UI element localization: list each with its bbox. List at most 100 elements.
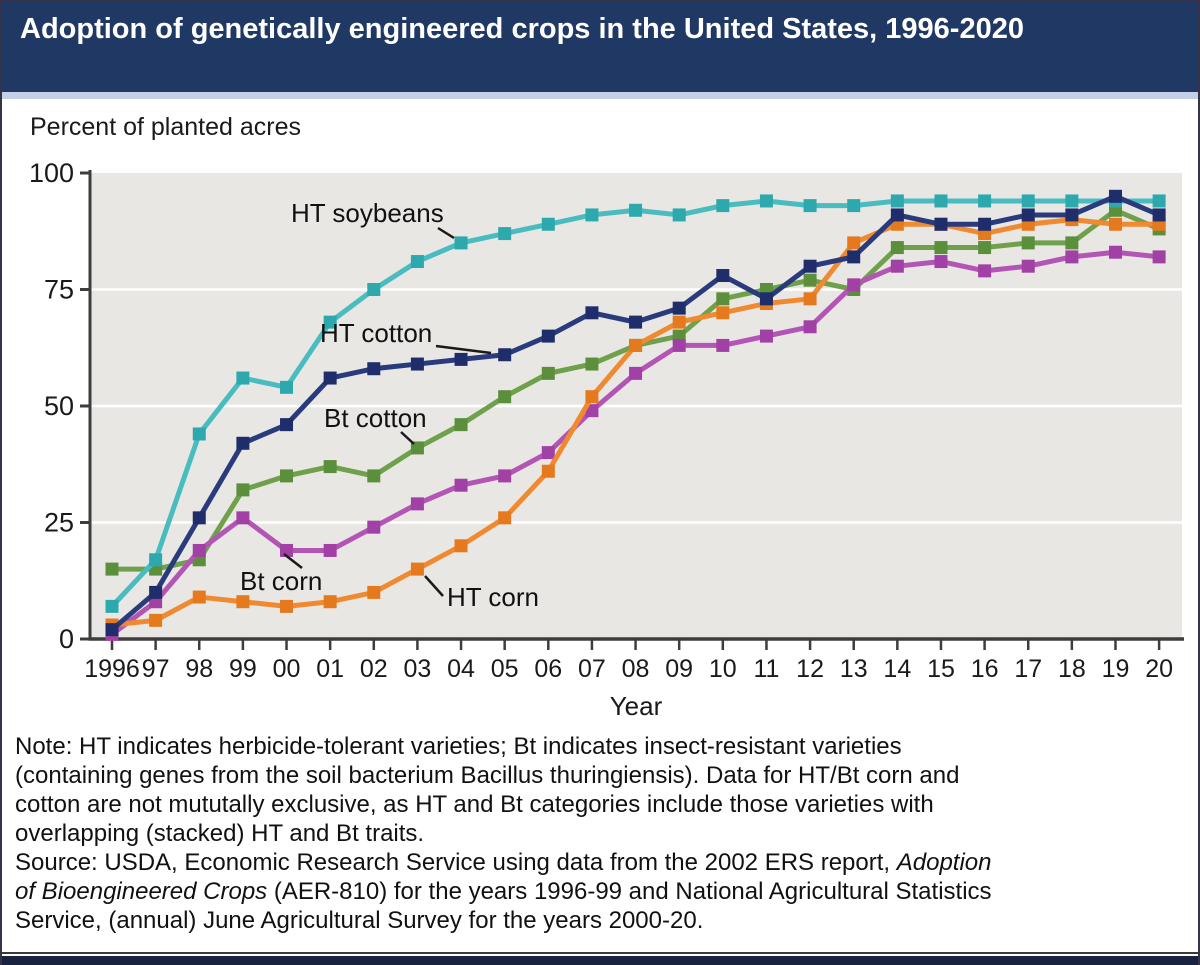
data-point-bt-corn (367, 520, 381, 534)
data-point-bt-cotton (934, 241, 948, 255)
x-tick-label: 11 (753, 655, 779, 683)
data-point-ht-cotton (1021, 208, 1035, 222)
series-label: HT cotton (320, 318, 432, 348)
label-leader-line (283, 553, 303, 569)
note-line: cotton are not mututally exclusive, as H… (15, 791, 934, 818)
series-label: Bt cotton (324, 403, 427, 433)
x-tick-label: 99 (229, 655, 257, 683)
x-tick-label: 16 (971, 655, 999, 683)
data-point-ht-corn (847, 236, 861, 250)
data-point-bt-cotton (498, 390, 512, 404)
series-label-bt-cotton: Bt cotton (324, 403, 427, 445)
x-tick-label: 15 (927, 655, 955, 683)
data-point-bt-cotton (105, 562, 119, 576)
data-point-bt-cotton (1021, 236, 1035, 250)
data-point-ht-cotton (367, 362, 381, 376)
data-point-bt-corn (323, 543, 337, 557)
source-segment: Service, (annual) June Agricultural Surv… (15, 907, 704, 934)
x-tick-label: 12 (796, 655, 824, 683)
data-point-ht-soybeans (803, 199, 817, 213)
data-point-ht-cotton (803, 259, 817, 273)
data-point-ht-corn (192, 590, 206, 604)
source-line: Service, (annual) June Agricultural Surv… (15, 906, 1185, 935)
data-point-ht-corn (367, 585, 381, 599)
data-point-ht-cotton (280, 418, 294, 432)
data-point-bt-cotton (1065, 236, 1079, 250)
data-point-ht-soybeans (367, 283, 381, 296)
series-label: Bt corn (240, 566, 322, 596)
data-point-bt-corn (498, 469, 512, 483)
label-leader-line (424, 575, 444, 597)
data-point-ht-soybeans (716, 199, 730, 213)
y-axis: 0 25 50 75 100 (29, 158, 92, 654)
series-ht-cotton (105, 189, 1166, 637)
data-point-ht-soybeans (978, 194, 992, 208)
data-point-ht-corn (541, 464, 555, 478)
data-point-ht-corn (672, 315, 686, 329)
label-leader-line (437, 226, 455, 240)
data-point-bt-corn (585, 404, 599, 418)
data-point-ht-cotton (716, 269, 730, 283)
source-segment: Source: USDA, Economic Research Service … (15, 849, 897, 876)
label-leader-line (435, 344, 492, 355)
note-line: overlapping (stacked) HT and Bt traits. (15, 820, 425, 847)
data-point-bt-cotton (890, 241, 904, 255)
data-point-ht-cotton (1152, 208, 1166, 222)
x-tick-label: 17 (1014, 655, 1042, 683)
data-point-ht-cotton (498, 348, 512, 362)
data-point-bt-cotton (541, 366, 555, 380)
y-tick-label: 75 (44, 275, 74, 305)
data-point-ht-soybeans (890, 194, 904, 208)
data-point-bt-cotton (323, 460, 337, 474)
data-point-bt-corn (1065, 250, 1079, 264)
x-tick-label: 06 (534, 655, 562, 683)
data-point-bt-cotton (236, 483, 250, 497)
data-point-ht-soybeans (759, 194, 773, 208)
data-point-ht-cotton (978, 217, 992, 231)
data-point-bt-cotton (280, 469, 294, 483)
data-point-ht-cotton (541, 329, 555, 343)
series-label: HT corn (447, 582, 539, 612)
data-point-ht-soybeans (1021, 194, 1035, 208)
data-point-ht-cotton (1108, 189, 1122, 203)
series-label-ht-cotton: HT cotton (320, 318, 492, 355)
data-point-ht-cotton (585, 306, 599, 320)
data-point-ht-cotton (323, 371, 337, 385)
data-point-bt-corn (454, 478, 468, 492)
data-point-ht-soybeans (192, 427, 206, 441)
data-point-bt-corn (236, 511, 250, 525)
y-tick-label: 50 (44, 391, 74, 421)
data-point-ht-soybeans (498, 227, 512, 241)
x-tick-label: 97 (142, 655, 170, 683)
data-point-ht-corn (629, 338, 643, 352)
title-divider-strip (2, 92, 1198, 99)
data-point-ht-soybeans (454, 236, 468, 250)
series-label-bt-corn: Bt corn (240, 553, 322, 596)
x-tick-label: 09 (665, 655, 693, 683)
data-point-ht-soybeans (672, 208, 686, 222)
data-point-ht-corn (236, 595, 250, 609)
label-leader-line (400, 431, 415, 445)
y-tick-label: 25 (44, 508, 74, 538)
data-point-ht-cotton (890, 208, 904, 222)
x-tick-label: 98 (185, 655, 213, 683)
source-segment-italic: Adoption (896, 849, 992, 876)
data-point-bt-corn (1021, 259, 1035, 273)
source-segment: (AER-810) for the years 1996-99 and Nati… (267, 878, 992, 905)
data-point-ht-cotton (847, 250, 861, 264)
data-point-bt-corn (410, 497, 424, 511)
data-point-ht-cotton (410, 357, 424, 371)
data-point-bt-corn (280, 543, 294, 557)
x-tick-label: 20 (1145, 655, 1173, 683)
bottom-rule (2, 952, 1198, 954)
data-point-bt-corn (1108, 245, 1122, 259)
chart-title-bar: Adoption of genetically engineered crops… (2, 1, 1198, 92)
x-axis-title: Year (610, 691, 663, 721)
data-point-ht-soybeans (323, 315, 337, 329)
data-point-bt-cotton (454, 418, 468, 432)
source-text: Source: USDA, Economic Research Service … (15, 848, 1185, 935)
x-tick-label: 05 (491, 655, 519, 683)
data-point-ht-soybeans (236, 371, 250, 385)
data-point-ht-soybeans (629, 203, 643, 217)
